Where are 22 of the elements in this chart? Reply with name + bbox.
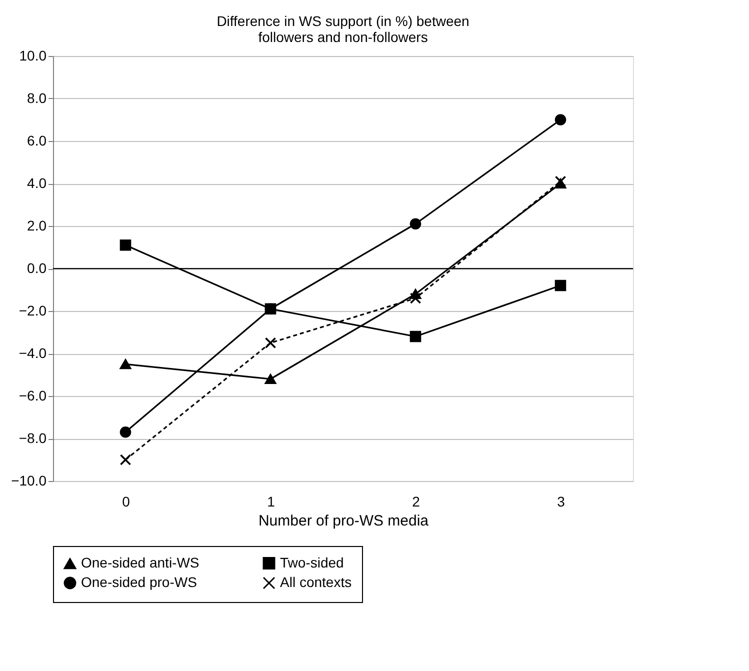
x-tick-label: 0 <box>122 494 130 510</box>
y-tick-label: 4.0 <box>27 175 47 191</box>
text: followers and non-followers <box>258 29 428 45</box>
y-tick-label: 8.0 <box>27 90 47 106</box>
legend-label: Two-sided <box>280 554 344 570</box>
y-tick-label: −8.0 <box>18 430 47 446</box>
y-tick-label: 2.0 <box>27 218 47 234</box>
y-tick-label: −2.0 <box>18 302 47 318</box>
legend-label: One-sided anti-WS <box>81 554 200 571</box>
y-tick-label: −4.0 <box>18 345 47 361</box>
x-axis-title: Number of pro-WS media <box>258 512 430 530</box>
y-tick-label: 0.0 <box>27 260 47 276</box>
x-tick-label: 2 <box>412 494 420 510</box>
y-tick-label: 6.0 <box>27 132 47 148</box>
legend-label: One-sided pro-WS <box>81 574 197 590</box>
text: Difference in WS support (in %) between <box>216 13 470 29</box>
y-tick-label: 10.0 <box>19 48 47 64</box>
y-tick-label: −10.0 <box>11 472 47 488</box>
legend-label: All contexts <box>280 574 352 590</box>
x-tick-label: 3 <box>557 494 566 510</box>
y-tick-label: −6.0 <box>18 388 47 404</box>
x-tick-label: 1 <box>267 494 276 510</box>
